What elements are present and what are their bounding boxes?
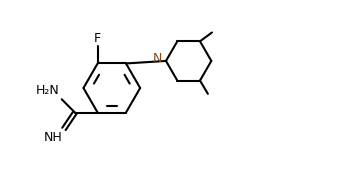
Text: NH: NH (43, 131, 62, 144)
Text: F: F (94, 32, 101, 45)
Text: N: N (153, 52, 162, 65)
Text: H₂N: H₂N (35, 84, 59, 98)
